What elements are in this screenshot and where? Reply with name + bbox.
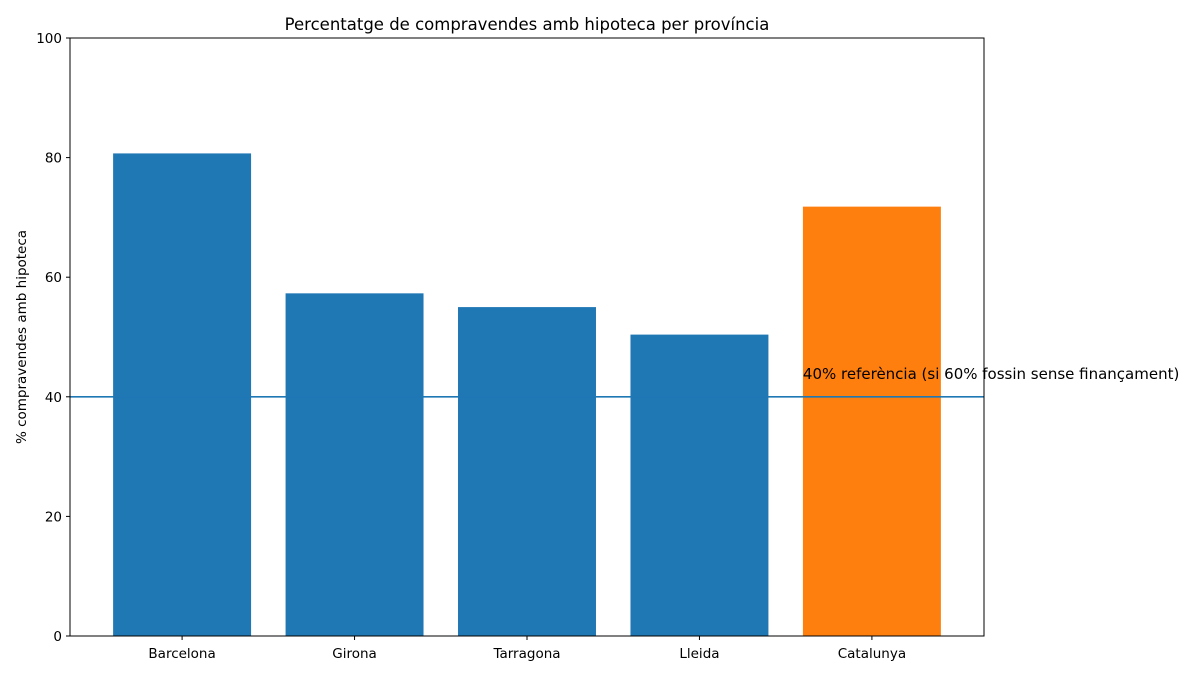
reference-line-label: 40% referència (si 60% fossin sense fina… xyxy=(803,365,1179,383)
chart-title: Percentatge de compravendes amb hipoteca… xyxy=(285,15,770,34)
x-axis: Barcelona Girona Tarragona Lleida Catalunya xyxy=(148,636,906,662)
bar-barcelona xyxy=(113,153,252,636)
y-axis: 0 20 40 60 80 100 xyxy=(36,31,70,645)
x-tick-label: Lleida xyxy=(679,646,719,662)
x-tick-label: Catalunya xyxy=(838,646,906,662)
y-tick-label: 100 xyxy=(36,31,62,47)
bars xyxy=(113,153,941,637)
x-tick-label: Girona xyxy=(332,646,377,662)
bar-catalunya xyxy=(802,206,941,637)
reference-line-group: 40% referència (si 60% fossin sense fina… xyxy=(70,365,1179,398)
y-tick-label: 40 xyxy=(45,390,62,406)
y-tick-label: 0 xyxy=(53,629,62,645)
bar-lleida xyxy=(630,334,769,636)
y-tick-label: 20 xyxy=(45,509,62,525)
y-tick-label: 60 xyxy=(45,270,62,286)
bar-tarragona xyxy=(458,307,596,636)
y-tick-label: 80 xyxy=(45,151,62,167)
x-tick-label: Tarragona xyxy=(492,646,560,662)
x-tick-label: Barcelona xyxy=(148,646,215,662)
bar-girona xyxy=(285,293,424,636)
y-axis-label: % compravendes amb hipoteca xyxy=(14,230,30,444)
